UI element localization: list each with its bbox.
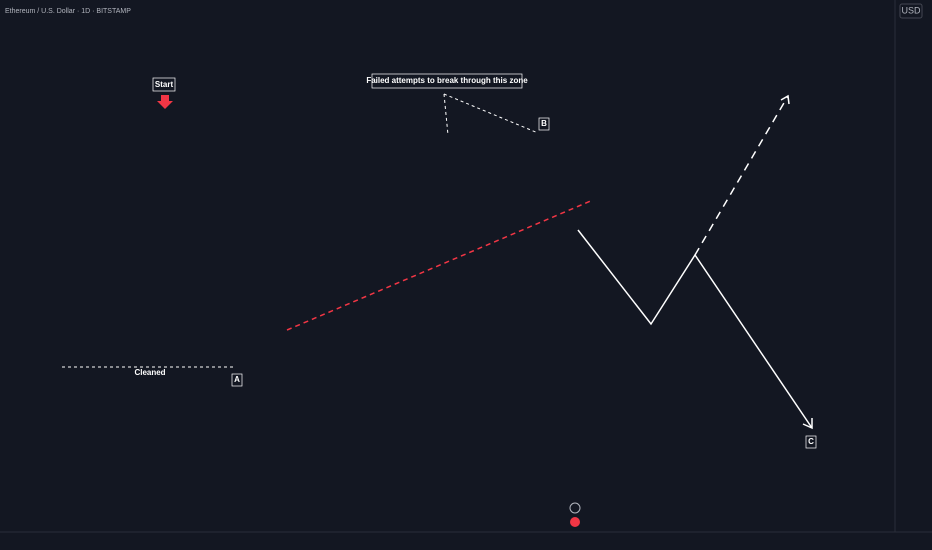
projection-path bbox=[577, 229, 813, 429]
projection-dashed bbox=[694, 95, 789, 256]
event-icon[interactable] bbox=[569, 502, 581, 514]
a-label: A bbox=[234, 375, 240, 384]
label-box bbox=[371, 73, 523, 89]
trend-line bbox=[286, 199, 594, 331]
currency: USD bbox=[901, 5, 921, 15]
arrow-head bbox=[780, 94, 790, 105]
drawings: Start Failed attempts to break through t… bbox=[62, 73, 817, 527]
label-box bbox=[538, 117, 550, 131]
pointer-line bbox=[443, 93, 539, 134]
cleaned-label: Cleaned bbox=[134, 368, 165, 377]
start-label: Start bbox=[155, 80, 174, 89]
label-box bbox=[805, 435, 817, 449]
event-icon[interactable] bbox=[570, 517, 580, 527]
currency-box[interactable] bbox=[899, 3, 923, 19]
label-box bbox=[152, 77, 176, 92]
b-label: B bbox=[541, 119, 547, 128]
arrow-head bbox=[802, 418, 813, 430]
price-axis bbox=[895, 0, 932, 550]
start-arrow bbox=[157, 95, 173, 109]
chart-title: Ethereum / U.S. Dollar · 1D · BITSTAMP bbox=[5, 8, 131, 15]
failed-label: Failed attempts to break through this zo… bbox=[366, 76, 528, 85]
label-box bbox=[231, 373, 243, 387]
pointer-line bbox=[443, 93, 449, 136]
c-label: C bbox=[808, 437, 814, 446]
